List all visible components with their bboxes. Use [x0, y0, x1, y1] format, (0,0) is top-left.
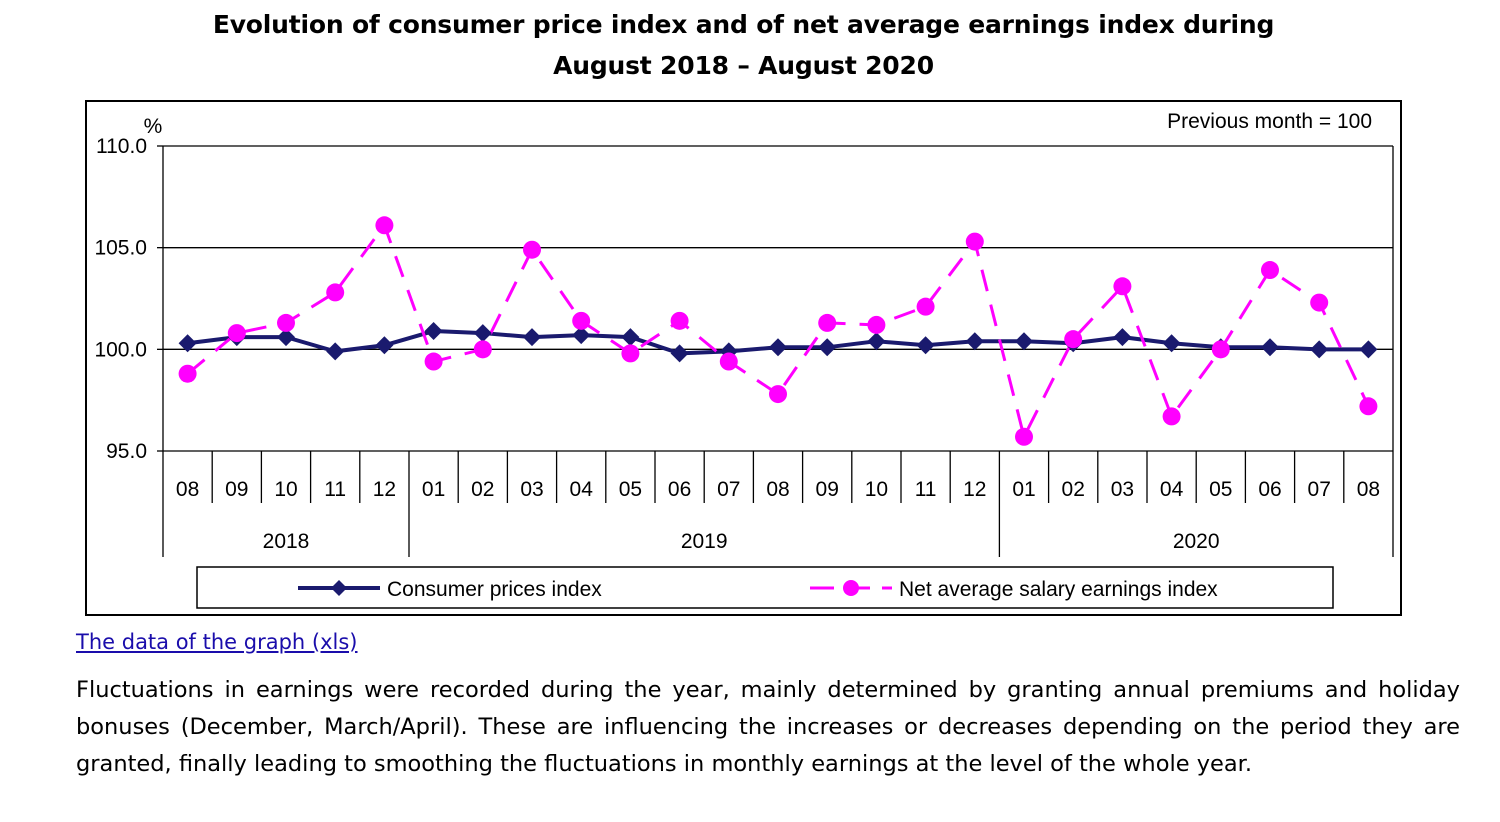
line-chart: 95.0 100.0 105.0 110.0 08 09 10 11 12 01 02 03 04 05 0…: [85, 100, 1402, 616]
cpi-point: [424, 322, 443, 341]
x-tick-label: 06: [1258, 478, 1281, 501]
x-tick-label: 12: [963, 478, 986, 501]
cpi-point: [178, 334, 197, 353]
earnings-point: [965, 232, 984, 251]
x-tick-label: 11: [324, 478, 346, 501]
x-tick-label: 06: [668, 478, 691, 501]
x-tick-label: 11: [915, 478, 937, 501]
x-tick-label: 03: [1111, 478, 1134, 501]
year-label: 2019: [681, 530, 728, 553]
year-label: 2020: [1173, 530, 1220, 553]
x-tick-label: 01: [1012, 478, 1035, 501]
cpi-point: [867, 332, 886, 351]
earnings-point: [867, 315, 886, 334]
earnings-point: [326, 283, 345, 302]
cpi-point: [277, 328, 295, 347]
cpi-point: [1359, 340, 1378, 359]
x-tick-label: 05: [619, 478, 642, 501]
earnings-point: [1162, 407, 1181, 426]
y-tick-label: 105.0: [94, 237, 147, 260]
earnings-point: [424, 352, 443, 371]
earnings-point: [473, 340, 492, 359]
x-tick-label: 10: [274, 478, 297, 501]
earnings-point: [818, 313, 837, 332]
chart-note: Previous month = 100: [1167, 110, 1372, 133]
earnings-point: [277, 313, 295, 332]
graph-data-link[interactable]: The data of the graph (xls): [76, 630, 358, 654]
cpi-point: [769, 338, 787, 357]
earnings-point: [1261, 261, 1279, 280]
x-tick-label: 07: [717, 478, 740, 501]
y-tick-label: 100.0: [94, 338, 147, 361]
earnings-point: [1359, 397, 1378, 416]
earnings-point: [719, 352, 738, 371]
cpi-point: [523, 328, 541, 347]
legend-earnings-marker: [843, 580, 859, 596]
cpi-point: [473, 324, 492, 343]
x-tick-label: 04: [570, 478, 594, 501]
cpi-point: [818, 338, 837, 357]
x-tick-label: 08: [176, 478, 199, 501]
y-tick-label: 110.0: [96, 135, 147, 158]
legend: Consumer prices index Net average salary …: [196, 566, 1334, 609]
x-tick-label: 02: [1062, 478, 1085, 501]
cpi-point: [326, 342, 345, 361]
earnings-point: [621, 344, 640, 363]
legend-cpi-marker: [331, 580, 347, 596]
x-tick-label: 03: [520, 478, 543, 501]
y-axis-unit-label: %: [144, 115, 163, 138]
cpi-point: [1261, 338, 1279, 357]
cpi-point: [572, 326, 591, 345]
cpi-point: [965, 332, 984, 351]
x-tick-label: 08: [1357, 478, 1380, 501]
cpi-point: [1162, 334, 1181, 353]
earnings-point: [1064, 330, 1083, 349]
cpi-point: [916, 336, 935, 355]
earnings-point: [375, 216, 394, 235]
earnings-point: [523, 240, 541, 259]
chart-title-line-1: Evolution of consumer price index and of…: [212, 10, 1275, 39]
cpi-point: [670, 344, 689, 363]
x-tick-label: 07: [1308, 478, 1331, 501]
legend-box: [196, 566, 1334, 609]
cpi-point: [375, 336, 394, 355]
earnings-point: [1113, 277, 1132, 296]
cpi-point: [1310, 340, 1329, 359]
chart-title: Evolution of consumer price index and of…: [0, 4, 1487, 86]
earnings-point: [178, 364, 197, 383]
earnings-point: [227, 324, 246, 343]
earnings-point: [670, 311, 689, 330]
cpi-point: [1015, 332, 1033, 351]
x-tick-label: 01: [422, 478, 445, 501]
x-tick-label: 05: [1209, 478, 1232, 501]
x-tick-label: 12: [373, 478, 396, 501]
x-tick-label: 09: [225, 478, 248, 501]
year-label: 2018: [263, 530, 310, 553]
earnings-point: [1015, 427, 1033, 446]
earnings-point: [1310, 293, 1329, 312]
x-tick-label: 04: [1160, 478, 1184, 501]
x-tick-label: 08: [766, 478, 789, 501]
cpi-point: [1113, 328, 1132, 347]
chart-title-line-2: August 2018 – August 2020: [553, 51, 934, 80]
chart-frame: [85, 100, 1402, 616]
earnings-point: [769, 385, 787, 404]
x-tick-label: 10: [865, 478, 888, 501]
earnings-point: [572, 311, 591, 330]
x-tick-label: 09: [816, 478, 839, 501]
earnings-point: [1211, 340, 1230, 359]
legend-cpi-label: Consumer prices index: [387, 578, 602, 601]
x-tick-label: 02: [471, 478, 494, 501]
cpi-point: [621, 328, 640, 347]
earnings-point: [916, 297, 935, 316]
y-tick-label: 95.0: [106, 440, 147, 463]
description-paragraph: Fluctuations in earnings were recorded d…: [76, 677, 1460, 777]
legend-earnings-label: Net average salary earnings index: [899, 578, 1218, 601]
